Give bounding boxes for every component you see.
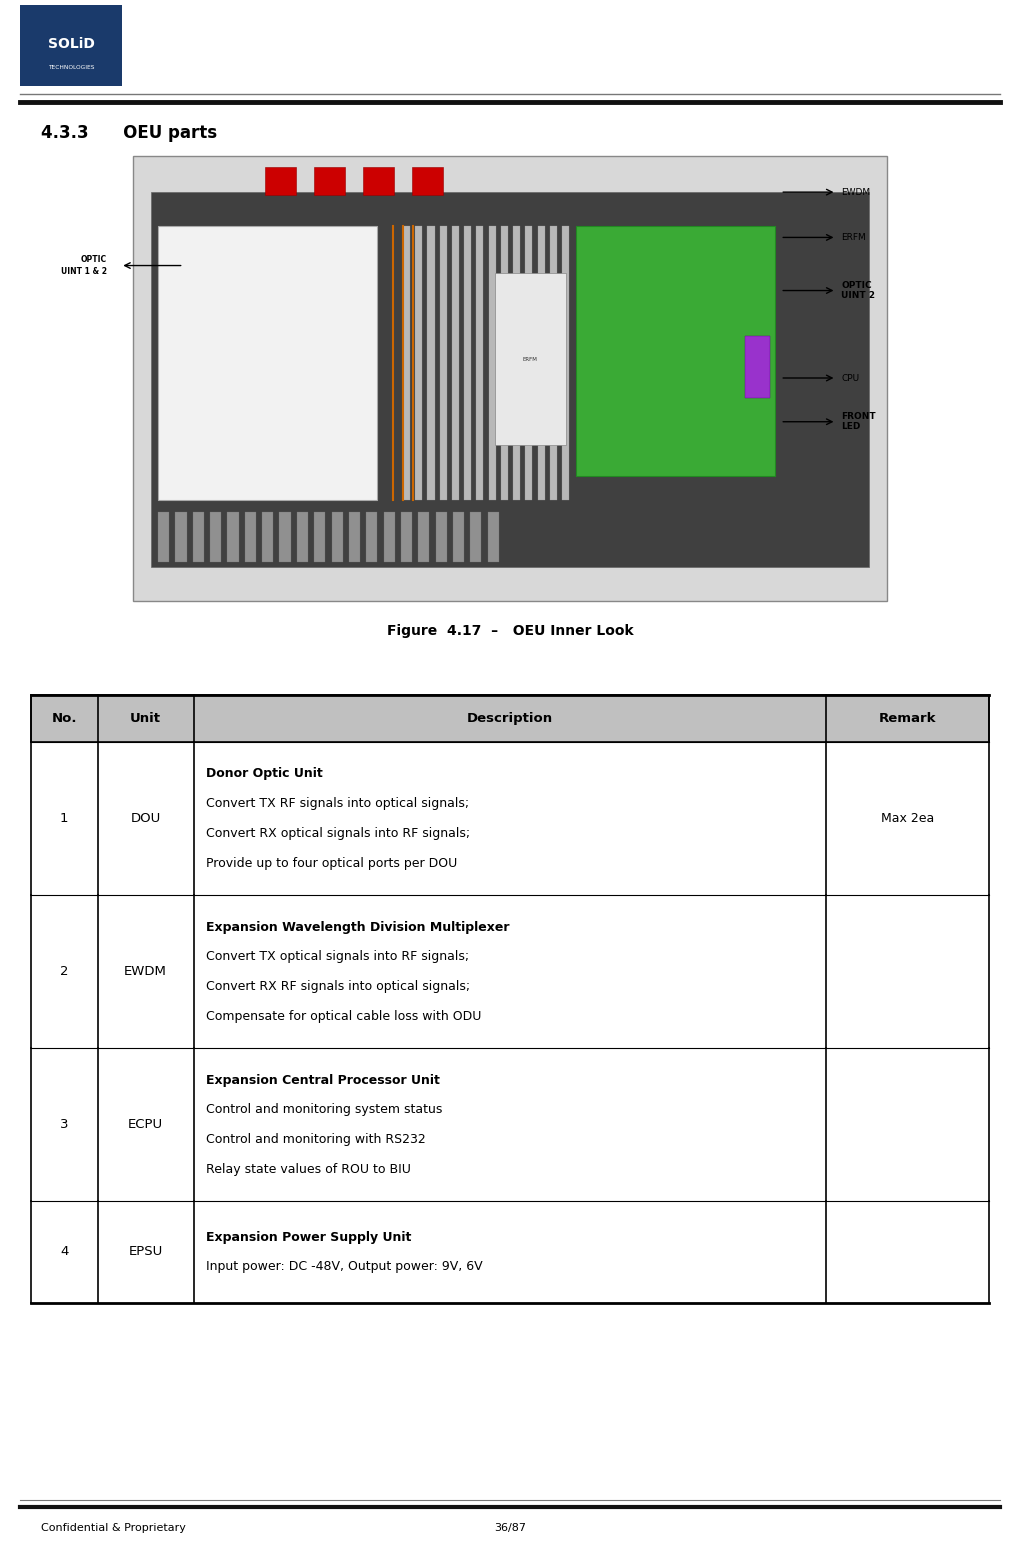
Bar <box>132 156 887 601</box>
Bar <box>412 167 442 195</box>
Bar <box>500 226 507 500</box>
Bar <box>279 512 290 562</box>
Bar <box>415 226 422 500</box>
Bar <box>470 512 481 562</box>
Bar <box>31 895 988 1048</box>
Bar <box>331 512 342 562</box>
Bar <box>488 226 495 500</box>
Bar <box>314 167 344 195</box>
Bar <box>245 512 256 562</box>
Bar <box>525 226 532 500</box>
Bar <box>487 512 498 562</box>
Text: Control and monitoring with RS232: Control and monitoring with RS232 <box>206 1132 425 1147</box>
Text: Donor Optic Unit: Donor Optic Unit <box>206 767 322 781</box>
Text: Expansion Power Supply Unit: Expansion Power Supply Unit <box>206 1231 411 1243</box>
Text: Remark: Remark <box>878 712 935 725</box>
Text: Max 2ea: Max 2ea <box>880 812 933 825</box>
Text: Expansion Central Processor Unit: Expansion Central Processor Unit <box>206 1073 439 1087</box>
Text: 2: 2 <box>60 965 68 978</box>
Bar <box>427 226 434 500</box>
Text: EPSU: EPSU <box>128 1245 163 1259</box>
Text: Convert RX RF signals into optical signals;: Convert RX RF signals into optical signa… <box>206 979 470 993</box>
Bar <box>314 512 325 562</box>
Bar <box>451 226 459 500</box>
Text: FRONT
LED: FRONT LED <box>841 412 875 431</box>
Text: 4: 4 <box>60 1245 68 1259</box>
Bar <box>576 226 774 476</box>
Text: SOLiD: SOLiD <box>48 37 95 50</box>
Bar <box>537 226 544 500</box>
Text: EWDM: EWDM <box>124 965 167 978</box>
Bar <box>439 226 446 500</box>
Text: OPTIC
UINT 1 & 2: OPTIC UINT 1 & 2 <box>61 256 107 275</box>
Bar <box>151 192 868 567</box>
Bar <box>193 512 204 562</box>
Bar <box>31 1048 988 1201</box>
Text: ECPU: ECPU <box>128 1118 163 1131</box>
Bar <box>31 695 988 742</box>
Text: Expansion Wavelength Division Multiplexer: Expansion Wavelength Division Multiplexe… <box>206 920 508 934</box>
Bar <box>561 226 569 500</box>
Text: Convert TX RF signals into optical signals;: Convert TX RF signals into optical signa… <box>206 797 469 811</box>
Text: Input power: DC -48V, Output power: 9V, 6V: Input power: DC -48V, Output power: 9V, … <box>206 1261 482 1273</box>
Bar <box>31 742 988 895</box>
Text: EWDM: EWDM <box>841 187 870 197</box>
Bar <box>348 512 360 562</box>
Bar <box>210 512 221 562</box>
Text: Provide up to four optical ports per DOU: Provide up to four optical ports per DOU <box>206 856 457 870</box>
Text: DOU: DOU <box>130 812 161 825</box>
Bar <box>476 226 483 500</box>
Bar <box>31 1201 988 1303</box>
Bar <box>158 226 377 500</box>
Bar <box>20 5 122 86</box>
Text: CPU: CPU <box>841 373 859 383</box>
Bar <box>383 512 394 562</box>
Bar <box>403 226 410 500</box>
Bar <box>175 512 186 562</box>
Bar <box>363 167 393 195</box>
Bar <box>366 512 377 562</box>
Text: 3: 3 <box>60 1118 68 1131</box>
Text: TECHNOLOGIES: TECHNOLOGIES <box>48 64 95 70</box>
Bar <box>549 226 556 500</box>
Bar <box>265 167 296 195</box>
Bar <box>494 273 566 445</box>
Text: Control and monitoring system status: Control and monitoring system status <box>206 1103 442 1117</box>
Bar <box>452 512 464 562</box>
Bar <box>297 512 308 562</box>
Bar <box>418 512 429 562</box>
Text: No.: No. <box>51 712 76 725</box>
Bar <box>158 512 169 562</box>
Text: Confidential & Proprietary: Confidential & Proprietary <box>41 1523 185 1532</box>
Bar <box>227 512 238 562</box>
Bar <box>262 512 273 562</box>
Text: OPTIC
UINT 2: OPTIC UINT 2 <box>841 281 874 300</box>
Text: Compensate for optical cable loss with ODU: Compensate for optical cable loss with O… <box>206 1009 481 1023</box>
Bar <box>400 512 412 562</box>
Text: Description: Description <box>467 712 552 725</box>
Text: 4.3.3      OEU parts: 4.3.3 OEU parts <box>41 123 217 142</box>
Text: Convert RX optical signals into RF signals;: Convert RX optical signals into RF signa… <box>206 826 470 840</box>
Text: Convert TX optical signals into RF signals;: Convert TX optical signals into RF signa… <box>206 950 469 964</box>
Text: ERFM: ERFM <box>523 356 537 362</box>
Text: 1: 1 <box>60 812 68 825</box>
Text: ERFM: ERFM <box>841 233 865 242</box>
Bar <box>513 226 520 500</box>
Text: Figure  4.17  –   OEU Inner Look: Figure 4.17 – OEU Inner Look <box>386 625 633 637</box>
Bar <box>744 336 769 398</box>
Text: Unit: Unit <box>130 712 161 725</box>
Text: 36/87: 36/87 <box>493 1523 526 1532</box>
Bar <box>435 512 446 562</box>
Text: Relay state values of ROU to BIU: Relay state values of ROU to BIU <box>206 1162 411 1176</box>
Bar <box>464 226 471 500</box>
